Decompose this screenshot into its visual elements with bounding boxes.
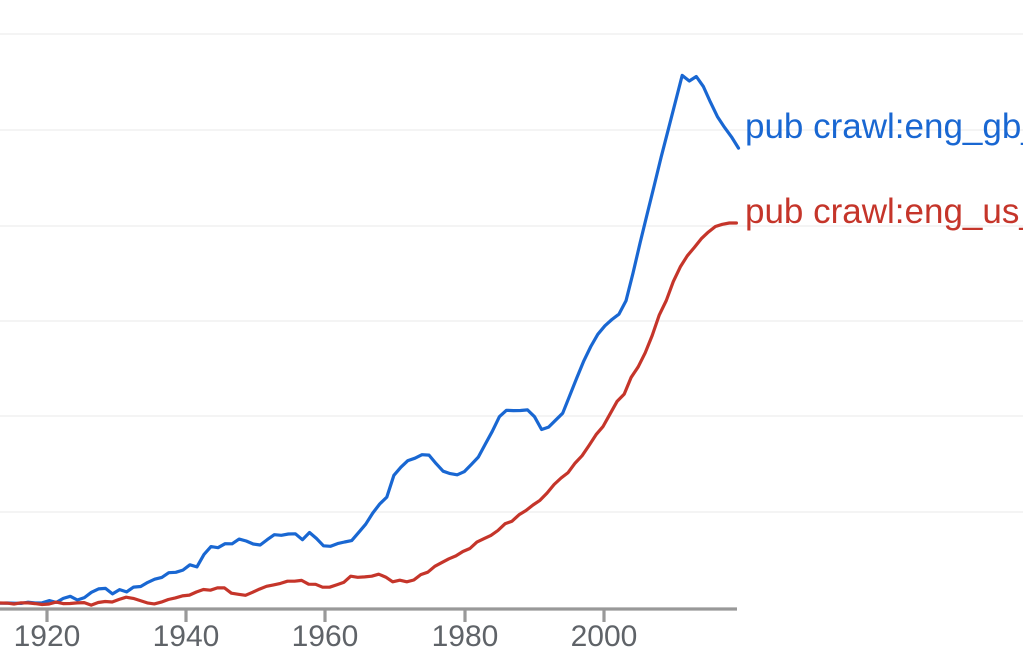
svg-text:2000: 2000 (571, 620, 638, 653)
svg-text:1980: 1980 (432, 620, 499, 653)
svg-text:1940: 1940 (153, 620, 220, 653)
svg-text:1960: 1960 (292, 620, 359, 653)
svg-text:1920: 1920 (14, 620, 81, 653)
